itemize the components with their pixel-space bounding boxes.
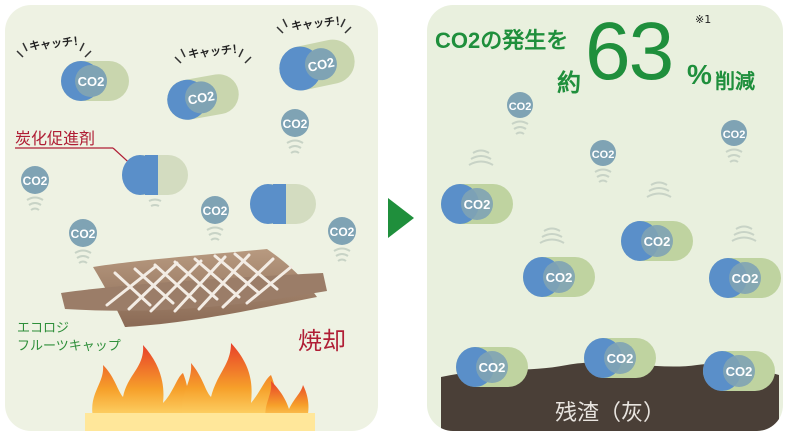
caught-capsule-2: CO2 [167,74,239,120]
capsule-icon [584,338,656,378]
capsule-icon [523,257,595,297]
co2-bubble-icon [20,165,50,211]
caught-capsule-3: CO2 [279,39,355,91]
co2-bubble-icon [68,218,98,264]
residue-ash [441,362,779,431]
headline-unit: % [687,59,712,90]
footnote-mark: ※1 [695,13,712,26]
caught-capsule-1: CO2 [61,61,129,101]
svg-text:CO2: CO2 [306,55,335,75]
co2-bubble-icon [720,119,748,163]
left-illustration: CO2 [15,18,357,431]
capsule-icon [441,184,513,224]
mesh-cap-icon [61,249,327,327]
accelerator-capsule-1 [122,155,188,195]
co2-bubble-icon [200,195,230,241]
co2-bubble-icon [506,91,534,135]
heat-wave [468,149,494,166]
right-illustration: CO2 CO2 [441,91,781,431]
headline-line1: CO2の発生を [435,28,569,53]
product-label-line1: エコロジ [17,321,70,336]
co2-bubble-icon [589,139,617,183]
incineration-label: 焼却 [298,327,346,355]
capsule-icon [621,221,693,261]
capsule-icon [709,258,781,298]
accelerator-label: 炭化促進剤 [15,129,96,148]
right-panel-result: CO2 CO2 CO2の発生を [427,5,783,431]
capsule-icon [456,347,528,387]
flame-icon [85,343,315,431]
headline-number: 63 [585,6,674,97]
heat-wave [539,227,565,244]
svg-text:CO2: CO2 [78,74,105,89]
catch-burst-1 [16,42,92,58]
catch-burst-2 [174,48,252,64]
product-label-line2: フルーツキャップ [17,339,121,354]
catch-burst-3 [276,18,352,34]
co2-bubble-icon [327,216,357,262]
svg-text:CO2: CO2 [187,88,216,107]
capsule-icon [703,351,775,391]
heat-wave [646,181,672,198]
arrow-right-icon [388,198,414,238]
residue-label: 残渣（灰） [555,401,666,426]
heat-wave [731,225,757,242]
co2-bubble-icon [280,108,310,154]
left-panel-incineration: CO2 [5,5,378,431]
headline-prefix: 約 [557,70,581,97]
headline-suffix: 削減 [715,71,755,93]
accelerator-capsule-2 [250,184,316,224]
